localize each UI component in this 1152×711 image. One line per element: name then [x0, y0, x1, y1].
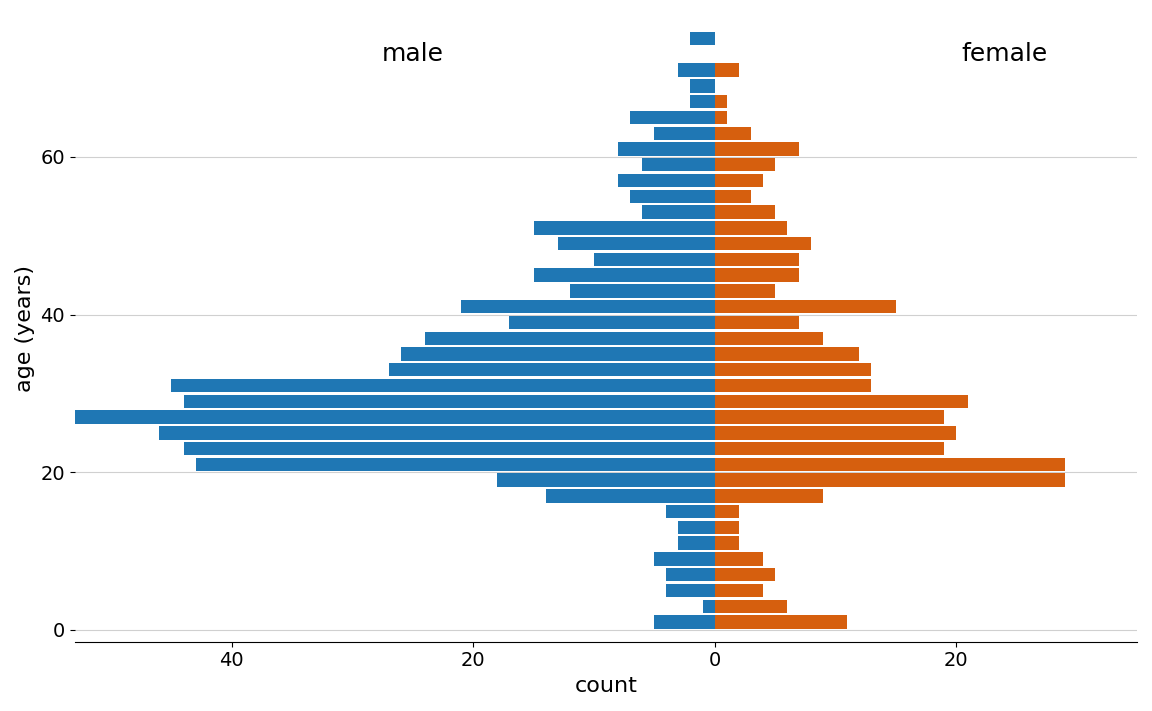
Bar — [714, 584, 763, 597]
Bar — [690, 32, 714, 46]
Bar — [714, 269, 799, 282]
Bar — [714, 95, 727, 108]
Bar — [533, 269, 714, 282]
Bar — [714, 205, 775, 219]
Bar — [714, 474, 1064, 487]
Bar — [714, 615, 848, 629]
Bar — [630, 111, 714, 124]
Bar — [714, 221, 787, 235]
Bar — [172, 379, 714, 392]
Bar — [558, 237, 714, 250]
Bar — [666, 505, 714, 518]
Bar — [690, 95, 714, 108]
Bar — [183, 442, 714, 455]
Bar — [401, 347, 714, 360]
Bar — [714, 410, 943, 424]
Bar — [714, 442, 943, 455]
Bar — [642, 158, 714, 171]
Bar — [159, 426, 714, 439]
Bar — [642, 205, 714, 219]
Bar — [714, 426, 956, 439]
Bar — [714, 489, 824, 503]
Bar — [714, 158, 775, 171]
Bar — [714, 599, 787, 613]
Bar — [714, 520, 738, 534]
Bar — [679, 537, 714, 550]
Text: female: female — [961, 43, 1047, 66]
Bar — [654, 552, 714, 566]
Bar — [703, 599, 714, 613]
Bar — [714, 568, 775, 582]
Bar — [666, 584, 714, 597]
Bar — [714, 347, 859, 360]
Bar — [388, 363, 714, 376]
Bar — [714, 252, 799, 266]
Bar — [714, 552, 763, 566]
Bar — [714, 63, 738, 77]
Bar — [714, 379, 871, 392]
Bar — [714, 363, 871, 376]
Bar — [690, 79, 714, 92]
Bar — [654, 127, 714, 140]
Bar — [714, 174, 763, 187]
Bar — [714, 316, 799, 329]
X-axis label: count: count — [575, 676, 637, 696]
Bar — [654, 615, 714, 629]
Bar — [714, 458, 1064, 471]
Bar — [714, 395, 968, 408]
Bar — [594, 252, 714, 266]
Bar — [509, 316, 714, 329]
Bar — [183, 395, 714, 408]
Bar — [714, 142, 799, 156]
Bar — [714, 537, 738, 550]
Bar — [630, 190, 714, 203]
Bar — [714, 284, 775, 298]
Bar — [714, 190, 751, 203]
Bar — [714, 505, 738, 518]
Bar — [425, 331, 714, 345]
Text: male: male — [381, 43, 444, 66]
Bar — [714, 331, 824, 345]
Bar — [617, 142, 714, 156]
Bar — [666, 568, 714, 582]
Bar — [679, 520, 714, 534]
Bar — [15, 410, 714, 424]
Bar — [546, 489, 714, 503]
Bar — [714, 111, 727, 124]
Bar — [498, 474, 714, 487]
Bar — [570, 284, 714, 298]
Bar — [617, 174, 714, 187]
Bar — [679, 63, 714, 77]
Bar — [714, 300, 895, 314]
Bar — [714, 127, 751, 140]
Bar — [461, 300, 714, 314]
Bar — [533, 221, 714, 235]
Bar — [714, 237, 811, 250]
Y-axis label: age (years): age (years) — [15, 265, 35, 392]
Bar — [196, 458, 714, 471]
